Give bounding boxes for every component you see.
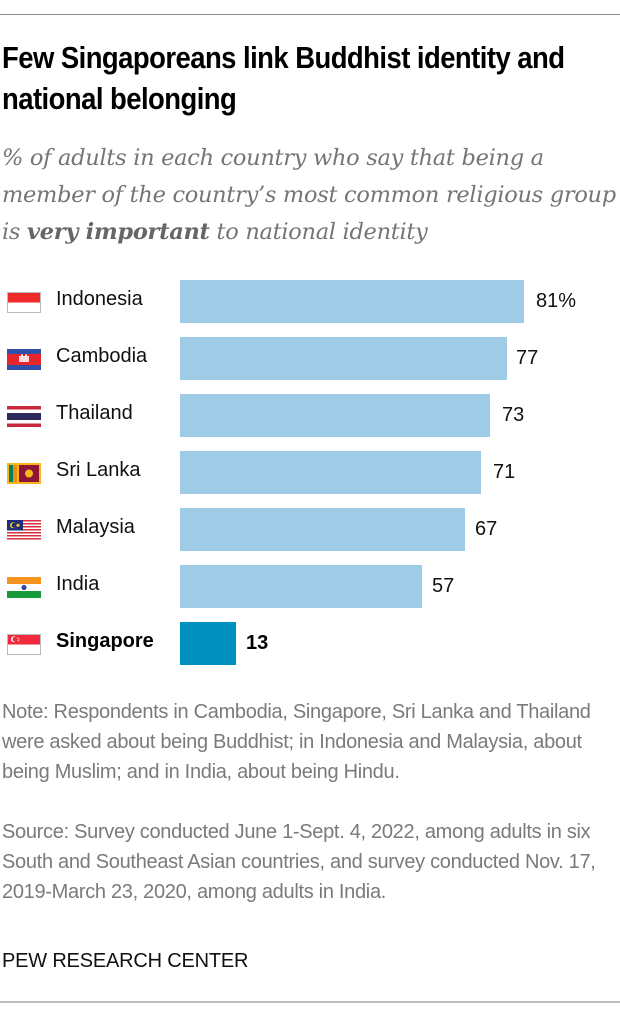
value-label: 81% [536, 290, 577, 312]
cambodia-flag-icon [7, 349, 41, 370]
bar-row-sri-lanka: Sri Lanka 71 [0, 451, 620, 494]
source-text: Source: Survey conducted June 1-Sept. 4,… [2, 821, 596, 903]
bar [180, 394, 490, 437]
country-label: Sri Lanka [56, 459, 141, 481]
singapore-flag-icon [7, 634, 41, 655]
bar [180, 280, 524, 323]
bar-row-cambodia: Cambodia 77 [0, 337, 620, 380]
bar-row-india: India 57 [0, 565, 620, 608]
bar-highlight [180, 622, 236, 665]
bar-row-thailand: Thailand 73 [0, 394, 620, 437]
bar-row-indonesia: Indonesia 81% [0, 280, 620, 323]
indonesia-flag-icon [7, 292, 41, 313]
bar [180, 508, 465, 551]
brand-logo-text: PEW RESEARCH CENTER [2, 950, 249, 972]
note-text: Note: Respondents in Cambodia, Singapore… [2, 701, 591, 783]
country-label: India [56, 573, 100, 595]
value-label: 67 [475, 518, 498, 540]
country-label: Malaysia [56, 516, 135, 538]
chart-title: Few Singaporeans link Buddhist identity … [2, 41, 565, 116]
bar-row-malaysia: Malaysia 67 [0, 508, 620, 551]
top-divider [0, 14, 620, 15]
bar [180, 565, 422, 608]
subtitle-text: % of adults in each country who say that… [2, 145, 616, 245]
sri-lanka-flag-icon [7, 463, 41, 484]
subtitle-text-end: to national identity [209, 219, 428, 245]
bar [180, 451, 481, 494]
bottom-divider [0, 1001, 620, 1003]
thailand-flag-icon [7, 406, 41, 427]
country-label: Singapore [56, 630, 154, 652]
chart-subtitle: % of adults in each country who say that… [2, 140, 617, 251]
bar-row-singapore: Singapore 13 [0, 622, 620, 665]
value-label: 57 [432, 575, 455, 597]
bar [180, 337, 507, 380]
value-label: 13 [246, 632, 269, 654]
malaysia-flag-icon [7, 520, 41, 541]
value-label: 73 [502, 404, 525, 426]
country-label: Indonesia [56, 288, 143, 310]
subtitle-emphasis: very important [27, 219, 210, 245]
value-label: 71 [493, 461, 516, 483]
country-label: Cambodia [56, 345, 148, 367]
value-label: 77 [516, 347, 539, 369]
country-label: Thailand [56, 402, 133, 424]
india-flag-icon [7, 577, 41, 598]
